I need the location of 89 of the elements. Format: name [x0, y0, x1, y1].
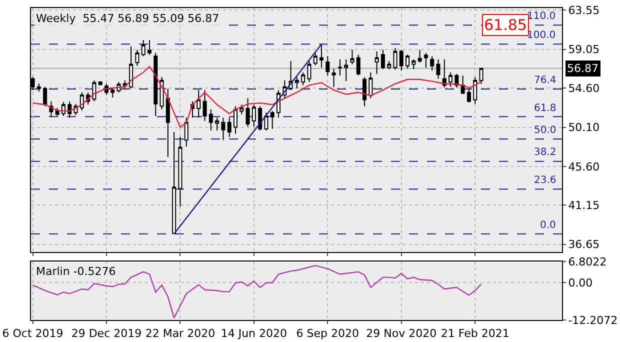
candlestick	[356, 54, 360, 76]
y-tick-label: 54.60	[568, 82, 600, 95]
candlestick	[80, 92, 84, 111]
y-tick-label: 50.10	[568, 121, 600, 134]
candlestick	[326, 56, 330, 76]
annotation: 38.2	[534, 147, 556, 158]
candlestick	[473, 76, 478, 104]
candlestick	[430, 56, 434, 72]
candlestick	[264, 112, 268, 131]
candlestick	[387, 60, 392, 70]
candlestick	[301, 72, 306, 86]
y-tick-label: 41.15	[568, 199, 600, 212]
x-tick-label: 21 Feb 2021	[440, 327, 510, 340]
candlestick	[184, 117, 188, 148]
candlestick	[129, 46, 134, 89]
candlestick	[466, 88, 471, 103]
candlestick	[196, 90, 201, 118]
candlestick	[313, 52, 318, 66]
y-tick-label: 6.8022	[568, 255, 607, 268]
candlestick	[350, 49, 354, 65]
candlestick	[332, 68, 336, 88]
candlestick	[270, 110, 274, 130]
line-series	[32, 265, 482, 318]
candlestick	[374, 50, 379, 74]
candlestick	[92, 80, 96, 102]
line-series	[32, 66, 482, 128]
candlestick	[141, 40, 146, 57]
candlestick	[240, 104, 244, 115]
candlestick	[68, 100, 72, 118]
candlestick	[221, 117, 226, 141]
candlestick	[479, 68, 484, 84]
x-tick-label: 6 Oct 2019	[2, 327, 64, 340]
annotation: 61.8	[534, 103, 556, 114]
candlestick	[362, 76, 367, 107]
candlestick	[246, 98, 250, 128]
y-tick-label: 36.65	[568, 238, 600, 252]
candlestick	[215, 117, 220, 131]
candlestick	[36, 83, 41, 92]
x-tick-label: 14 Jun 2020	[220, 327, 288, 340]
y-tick-label: -12.2072	[568, 314, 618, 327]
candlestick	[368, 72, 373, 99]
candlestick	[320, 44, 324, 68]
candlestick	[424, 52, 428, 68]
candlestick	[252, 104, 256, 128]
chart-title: Marlin -0.5276	[36, 265, 116, 278]
candlestick	[208, 108, 213, 131]
y-tick-label: 45.60	[568, 160, 600, 174]
y-tick-label: 63.55	[568, 4, 600, 18]
x-tick-label: 22 Mar 2020	[145, 327, 216, 340]
candlestick	[380, 49, 385, 70]
x-tick-label: 29 Dec 2019	[71, 327, 142, 340]
candlestick	[178, 136, 182, 207]
candlestick	[160, 76, 164, 110]
annotation: 61.85	[484, 16, 527, 34]
candlestick	[406, 54, 410, 69]
candlestick	[202, 90, 207, 122]
candlestick	[234, 106, 238, 134]
candlestick	[172, 132, 176, 234]
candlestick	[393, 48, 398, 70]
candlestick	[338, 58, 342, 76]
candlestick	[307, 60, 312, 82]
candlestick	[258, 106, 262, 131]
candlestick	[442, 58, 446, 88]
annotation: 76.4	[534, 75, 556, 86]
chart-title: Weekly 55.47 56.89 55.09 56.87	[36, 12, 220, 25]
candlestick	[154, 52, 158, 116]
y-tick-label: 59.05	[568, 43, 600, 56]
candlestick	[227, 117, 232, 138]
candlestick	[344, 58, 348, 82]
candlestick	[460, 75, 465, 95]
candlestick	[399, 49, 404, 72]
candlestick	[135, 49, 140, 66]
candlestick	[294, 76, 299, 89]
ref-line-label: 56.87	[567, 62, 598, 75]
x-tick-label: 29 Nov 2020	[366, 327, 437, 340]
annotation: 0.0	[540, 220, 556, 231]
candlestick	[147, 40, 152, 56]
x-tick-label: 6 Sep 2020	[296, 327, 360, 340]
candlestick	[166, 88, 170, 158]
annotation: 50.0	[534, 125, 556, 136]
candlestick	[448, 72, 453, 88]
candlestick	[418, 49, 422, 64]
candlestick	[110, 88, 115, 98]
annotation: 23.6	[534, 175, 556, 186]
y-tick-label: 0.00	[568, 276, 593, 290]
candlestick	[43, 86, 48, 107]
candlestick	[412, 58, 416, 70]
candlestick	[436, 58, 440, 80]
annotation: 100.0	[527, 30, 556, 41]
